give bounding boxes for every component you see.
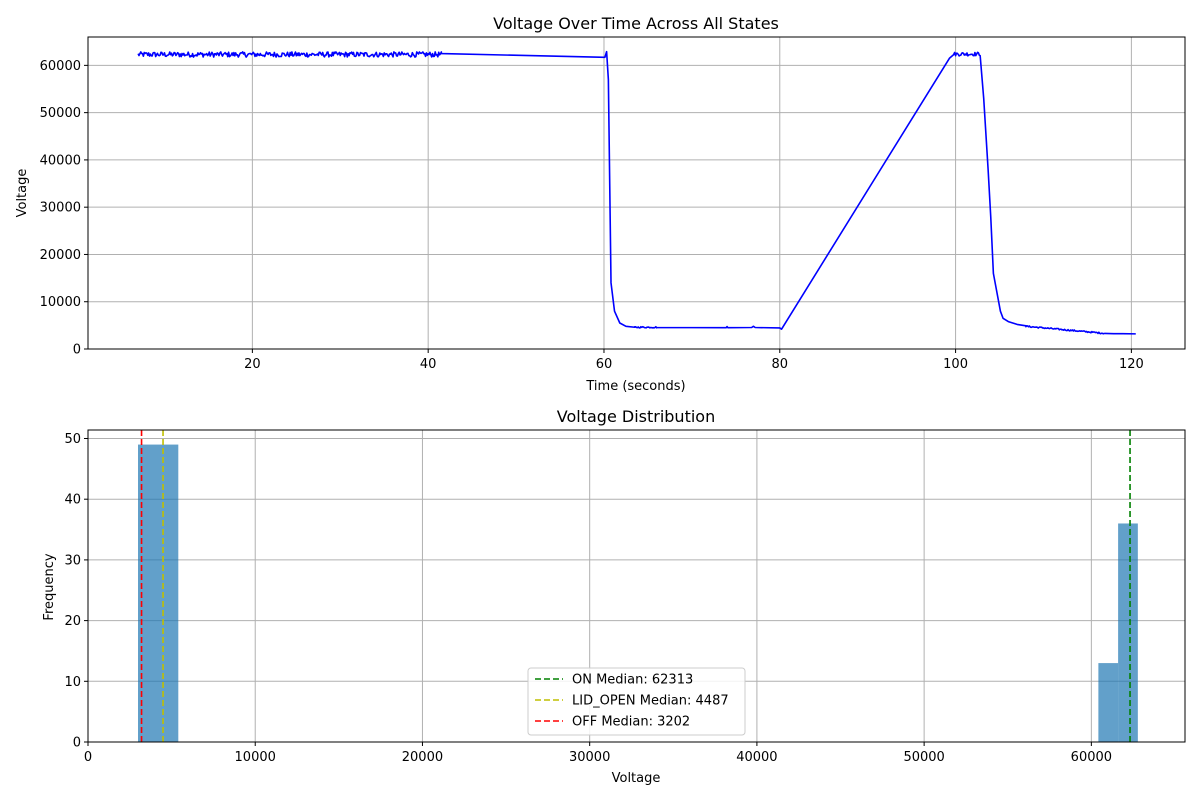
- legend-entry-label: ON Median: 62313: [572, 673, 693, 688]
- chart2-median-lines: [140, 430, 1131, 742]
- chart2-x-tick-label: 40000: [736, 750, 777, 765]
- voltage-over-time-chart: Voltage Over Time Across All States 20 40…: [15, 14, 1186, 394]
- chart1-y-tick-label: 0: [73, 343, 81, 358]
- chart1-y-tick-label: 30000: [40, 201, 81, 216]
- chart1-y-tick-label: 60000: [40, 59, 81, 74]
- voltage-distribution-chart: Voltage Distribution 0 10000 20000 30000 400…: [42, 407, 1186, 786]
- chart1-x-tick-label: 60: [596, 357, 613, 372]
- chart1-y-tick-label: 50000: [40, 106, 81, 121]
- chart2-y-tick-label: 10: [64, 675, 81, 690]
- chart2-title: Voltage Distribution: [557, 407, 715, 426]
- legend-entry-label: LID_OPEN Median: 4487: [572, 694, 729, 709]
- chart2-x-ticks: 0 10000 20000 30000 40000 50000 60000: [84, 742, 1112, 765]
- chart1-x-axis-label: Time (seconds): [585, 379, 685, 394]
- chart1-x-tick-label: 40: [420, 357, 437, 372]
- histogram-bar: [1118, 523, 1138, 742]
- chart2-x-tick-label: 20000: [402, 750, 443, 765]
- chart1-y-tick-label: 10000: [40, 295, 81, 310]
- chart2-x-tick-label: 50000: [903, 750, 944, 765]
- legend-entry-label: OFF Median: 3202: [572, 715, 690, 730]
- chart2-y-tick-label: 50: [64, 432, 81, 447]
- legend-box: [527, 667, 746, 736]
- histogram-bar: [138, 444, 179, 742]
- chart1-y-ticks: 0 10000 20000 30000 40000 50000 60000: [40, 59, 88, 358]
- chart2-x-tick-label: 30000: [569, 750, 610, 765]
- chart1-x-ticks: 20 40 60 80 100 120: [244, 349, 1144, 372]
- chart1-x-tick-label: 80: [772, 357, 789, 372]
- chart1-x-tick-label: 120: [1119, 357, 1144, 372]
- chart2-x-tick-label: 10000: [235, 750, 276, 765]
- chart1-voltage-series-line: [137, 50, 1136, 335]
- histogram-bar: [1098, 663, 1119, 742]
- chart1-x-tick-label: 100: [943, 357, 968, 372]
- chart1-y-axis-label: Voltage: [15, 169, 30, 218]
- chart1-title: Voltage Over Time Across All States: [493, 14, 779, 33]
- chart2-y-tick-label: 0: [73, 736, 81, 751]
- chart1-y-tick-label: 20000: [40, 248, 81, 263]
- chart2-y-ticks: 0 10 20 30 40 50: [64, 432, 88, 751]
- chart2-x-tick-label: 0: [84, 750, 92, 765]
- chart2-x-tick-label: 60000: [1071, 750, 1112, 765]
- chart2-legend: ON Median: 62313 LID_OPEN Median: 4487 OFF…: [527, 667, 746, 736]
- chart2-histogram-bars: [138, 444, 1138, 742]
- chart2-y-tick-label: 40: [64, 493, 81, 508]
- chart1-axes-frame: [87, 36, 1186, 350]
- chart2-x-axis-label: Voltage: [612, 771, 661, 786]
- chart2-y-tick-label: 30: [64, 553, 81, 568]
- chart2-y-axis-label: Frequency: [42, 553, 57, 620]
- chart2-y-tick-label: 20: [64, 614, 81, 629]
- chart2-axes-frame: [87, 429, 1186, 743]
- chart1-x-tick-label: 20: [244, 357, 261, 372]
- chart1-y-tick-label: 40000: [40, 153, 81, 168]
